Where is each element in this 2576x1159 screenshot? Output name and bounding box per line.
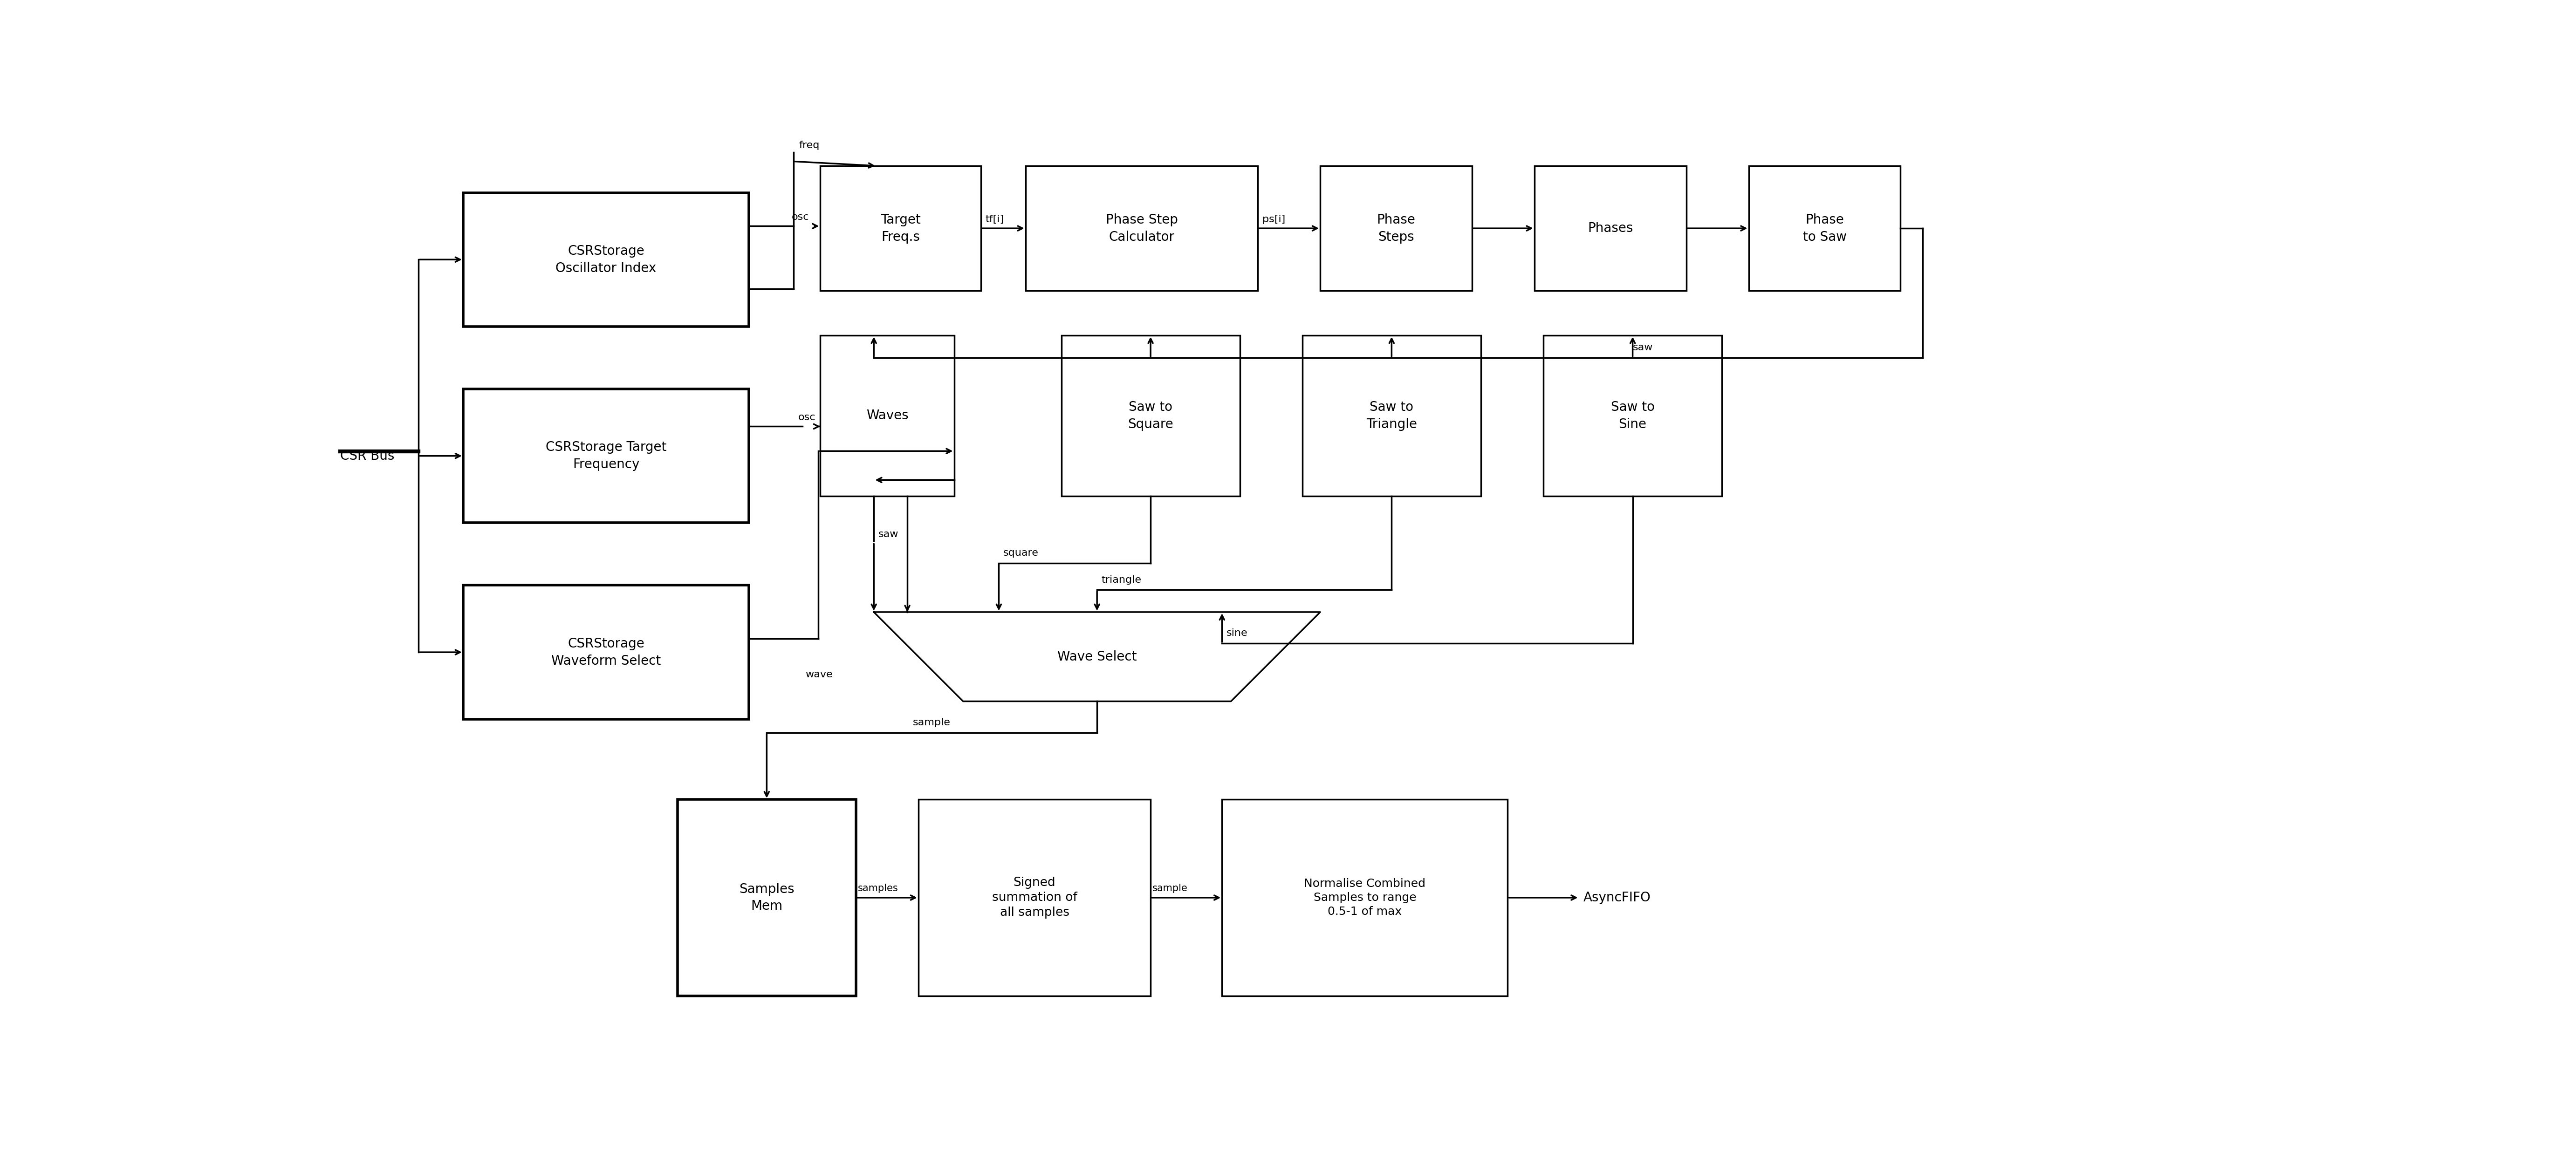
Text: sample: sample [1151, 884, 1188, 894]
Text: osc: osc [799, 413, 817, 422]
FancyBboxPatch shape [1535, 166, 1687, 291]
FancyBboxPatch shape [819, 166, 981, 291]
Text: ps[i]: ps[i] [1262, 214, 1285, 224]
Text: sample: sample [912, 717, 951, 727]
Text: Saw to
Square: Saw to Square [1128, 401, 1172, 431]
Text: Phase
Steps: Phase Steps [1376, 213, 1414, 243]
Polygon shape [873, 612, 1319, 701]
FancyBboxPatch shape [1543, 335, 1721, 496]
Text: Phases: Phases [1587, 221, 1633, 235]
Text: freq: freq [799, 140, 819, 150]
Text: tf[i]: tf[i] [987, 214, 1005, 224]
Text: Normalise Combined
Samples to range
0.5-1 of max: Normalise Combined Samples to range 0.5-… [1303, 879, 1425, 917]
FancyBboxPatch shape [1221, 800, 1507, 996]
Text: Waves: Waves [866, 409, 909, 422]
Text: Saw to
Sine: Saw to Sine [1610, 401, 1654, 431]
Text: square: square [1002, 548, 1038, 557]
Text: CSRStorage
Oscillator Index: CSRStorage Oscillator Index [556, 245, 657, 275]
FancyBboxPatch shape [1303, 335, 1481, 496]
Text: Phase
to Saw: Phase to Saw [1803, 213, 1847, 243]
FancyBboxPatch shape [464, 585, 750, 719]
Text: wave: wave [806, 670, 832, 679]
Text: Target
Freq.s: Target Freq.s [881, 213, 920, 243]
FancyBboxPatch shape [1749, 166, 1901, 291]
Text: CSRStorage
Waveform Select: CSRStorage Waveform Select [551, 637, 662, 668]
Text: Phase Step
Calculator: Phase Step Calculator [1105, 213, 1177, 243]
Text: osc: osc [791, 212, 809, 221]
Text: CSR Bus: CSR Bus [340, 450, 394, 462]
FancyBboxPatch shape [819, 335, 953, 496]
FancyBboxPatch shape [464, 389, 750, 523]
Text: sine: sine [1226, 628, 1247, 637]
Text: saw: saw [878, 530, 899, 539]
Text: Samples
Mem: Samples Mem [739, 882, 793, 913]
Text: Signed
summation of
all samples: Signed summation of all samples [992, 876, 1077, 919]
Text: triangle: triangle [1103, 575, 1141, 584]
FancyBboxPatch shape [1319, 166, 1471, 291]
Text: saw: saw [1633, 343, 1654, 352]
Text: Wave Select: Wave Select [1056, 650, 1136, 663]
FancyBboxPatch shape [677, 800, 855, 996]
FancyBboxPatch shape [1025, 166, 1257, 291]
Text: Saw to
Triangle: Saw to Triangle [1365, 401, 1417, 431]
Text: AsyncFIFO: AsyncFIFO [1584, 891, 1651, 904]
FancyBboxPatch shape [920, 800, 1151, 996]
FancyBboxPatch shape [1061, 335, 1239, 496]
Text: samples: samples [858, 884, 899, 894]
FancyBboxPatch shape [464, 192, 750, 327]
Text: CSRStorage Target
Frequency: CSRStorage Target Frequency [546, 440, 667, 471]
